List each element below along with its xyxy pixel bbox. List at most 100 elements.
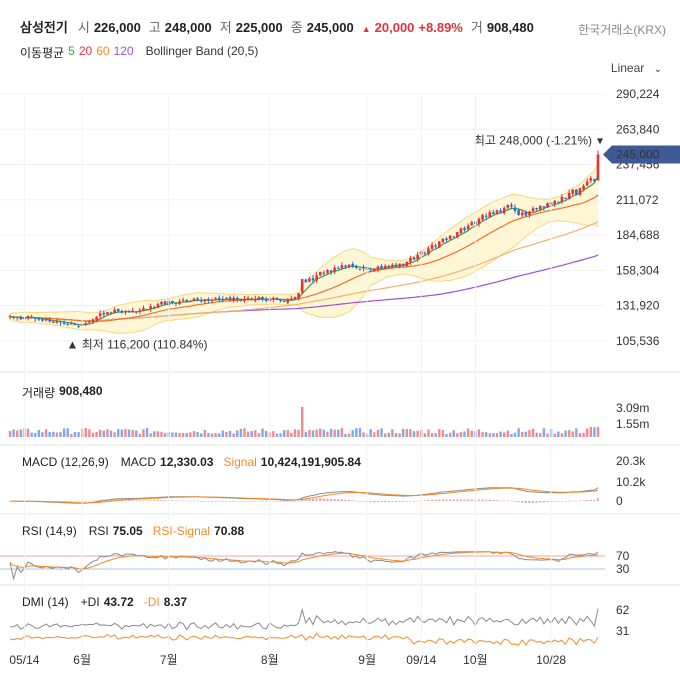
candle (535, 207, 538, 211)
macd-histogram-bar (369, 501, 372, 503)
volume-bar (434, 433, 437, 437)
candle (102, 310, 106, 317)
volume-bar (8, 430, 12, 437)
pdi-label: +DI (80, 595, 100, 609)
candle-body (318, 271, 322, 276)
candle (250, 297, 253, 301)
candle (520, 209, 524, 218)
candle-body (15, 316, 19, 318)
macd-histogram-bar (109, 499, 113, 501)
macd-label: MACD (120, 455, 157, 469)
macd-histogram-bar (427, 500, 430, 501)
volume-bar (95, 431, 98, 437)
volume-bar (19, 429, 23, 437)
candle-body (383, 265, 387, 269)
candle (145, 308, 149, 311)
volume-bar (156, 431, 160, 437)
candle-body (261, 296, 264, 300)
scale-label: Linear (610, 61, 645, 75)
candle-body (62, 322, 66, 324)
candle-body (553, 201, 557, 205)
candle (376, 265, 380, 273)
candle (383, 264, 387, 270)
volume-bar (70, 433, 73, 437)
candle (171, 300, 174, 305)
price-tick-label-3: 211,072 (616, 193, 659, 207)
candle (272, 296, 275, 303)
volume-bar (531, 428, 535, 437)
rsi-tick-70: 70 (616, 549, 630, 563)
volume-bar (481, 431, 484, 437)
candle-body (596, 154, 600, 180)
candle-body (203, 299, 207, 302)
candle (286, 298, 290, 305)
volume-bar (347, 433, 351, 437)
volume-bar (163, 433, 167, 437)
candle-body (437, 241, 441, 248)
volume-bar (535, 432, 538, 437)
candle-body (326, 270, 329, 273)
volume-bar (160, 431, 163, 437)
ma-legend[interactable]: 이동평균 5 20 60 120 Bollinger Band (20,5) (20, 44, 258, 61)
candle (77, 324, 80, 329)
candle-body (66, 323, 70, 325)
candle-body (589, 178, 593, 181)
macd-histogram-bar (283, 501, 286, 502)
stock-name: 삼성전기 (20, 20, 68, 35)
candle-body (19, 316, 23, 320)
rsi-line (9, 551, 599, 581)
candle-body (355, 266, 358, 268)
macd-histogram-bar (160, 500, 163, 501)
macd-histogram-bar (542, 501, 545, 503)
macd-histogram-bar (99, 499, 102, 501)
candle-body (290, 298, 293, 301)
candle (538, 205, 542, 212)
macd-histogram-bar (246, 501, 250, 502)
volume-bar (564, 430, 567, 437)
candle-body (391, 264, 394, 268)
candle-body (484, 215, 488, 217)
candle-body (409, 257, 412, 262)
macd-histogram-bar (153, 500, 156, 502)
volume-bar (113, 432, 116, 437)
candle (542, 206, 546, 211)
macd-panel-label: MACD (12,26,9) (22, 455, 109, 469)
ma5-line (9, 175, 599, 326)
volume-bar (181, 433, 185, 437)
close-label: 종 (290, 20, 303, 35)
volume-bar (557, 431, 560, 437)
high-label: 고 (148, 20, 161, 35)
candle-body (243, 299, 246, 301)
candle-body (257, 297, 261, 300)
candle (409, 255, 412, 265)
ma20-line (9, 194, 599, 322)
candle-body (48, 320, 51, 322)
volume-bar (218, 433, 221, 437)
candle-body (207, 298, 210, 301)
scale-dropdown[interactable]: Linear ⌄ (611, 61, 662, 75)
volume-bar (463, 431, 466, 437)
candle-body (538, 205, 542, 210)
macd-histogram-bar (438, 499, 441, 501)
volume-bar (192, 431, 196, 437)
candle (33, 317, 37, 322)
candle-body (315, 275, 318, 281)
macd-line (9, 487, 599, 504)
candle (528, 210, 531, 218)
candle (593, 178, 596, 183)
candle (149, 303, 152, 312)
candle (163, 300, 167, 305)
volume-bar (131, 429, 134, 437)
macd-histogram-bar (311, 498, 315, 501)
volume-bar (91, 432, 95, 437)
volume-bar (506, 430, 510, 437)
candle (495, 209, 499, 215)
candle (445, 236, 448, 242)
candle (293, 296, 297, 300)
macd-histogram-bar (265, 501, 268, 502)
open-label: 시 (77, 20, 90, 35)
macd-histogram-bar (73, 501, 77, 502)
candle-body (134, 311, 138, 313)
candle-body (481, 215, 484, 220)
